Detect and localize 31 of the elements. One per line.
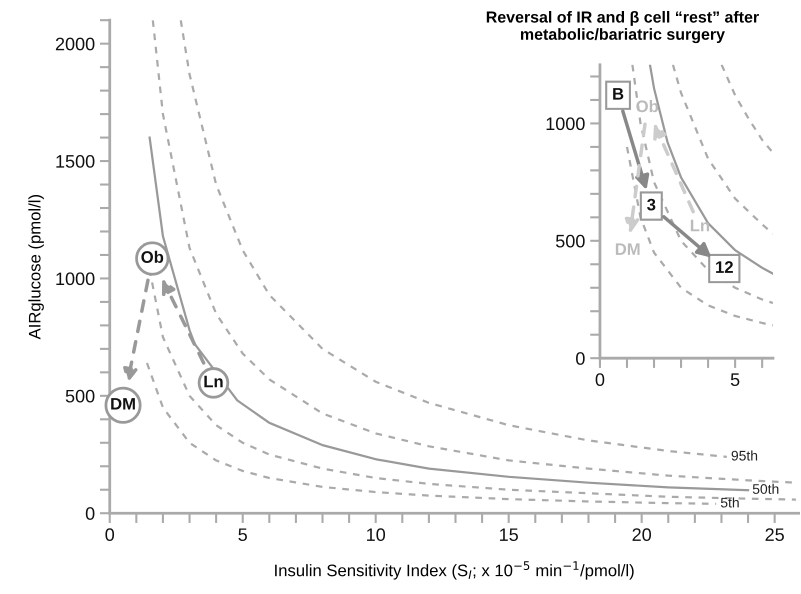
x-tick-label: 5 [730,373,740,386]
x-tick-label: 15 [500,528,518,542]
y-tick-label: 2000 [56,38,94,50]
annotation: DM [616,243,640,255]
y-tick-label: 500 [556,234,585,248]
annotation: Ob [141,250,164,263]
y-tick-label: 1000 [56,272,94,286]
line-series [720,64,773,154]
y-tick-label: 0 [576,352,585,365]
annotation: 12 [716,261,733,273]
y-tick-label: 1500 [56,154,94,168]
annotation: 3 [647,198,656,211]
x-axis-title: Insulin Sensitivity Index (S$_{I}$; x 10$^{−5}$ min$^{−1}$/pmol/l) [275,561,634,580]
annotation: DM [111,398,135,410]
annotation: Ln [690,220,710,232]
series-label: 95th [732,450,758,461]
x-tick-label: 0 [105,528,114,542]
series-label: 50th [752,484,778,494]
chart-title: Reversal of IR and β cell “rest” after metabolic/bariatric surgery [486,10,759,44]
x-tick-label: 25 [766,528,784,542]
y-tick-label: 1000 [546,117,585,130]
series-label: 5th [720,497,739,508]
x-tick-label: 5 [238,528,247,542]
y-axis-title: AIRglucose (pmol/l) [28,195,44,340]
annotation: Ln [204,376,223,388]
y-tick-label: 0 [86,507,94,520]
line-series [672,64,773,235]
annotation: B [613,88,624,100]
x-tick-label: 20 [632,528,652,542]
y-tick-label: 500 [66,390,94,403]
x-tick-label: 10 [367,528,386,542]
